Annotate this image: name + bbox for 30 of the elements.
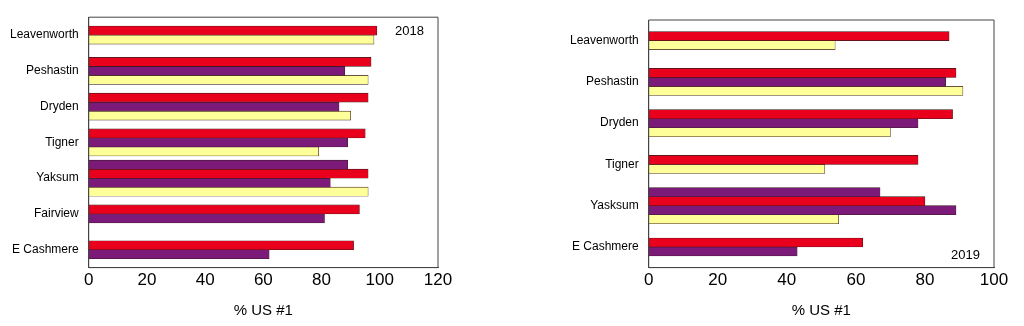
annotation: 2018 <box>395 23 424 39</box>
x-tick-label: 40 <box>195 270 215 290</box>
y-tick-label: Leavenworth <box>9 27 79 42</box>
y-tick-label: Peshastin <box>26 63 79 78</box>
y-tick-label: Fairview <box>34 206 80 221</box>
y-tick-label: Dryden <box>600 115 639 130</box>
x-tick-label: 60 <box>846 270 866 290</box>
x-tick-label: 40 <box>777 270 797 290</box>
y-tick-label: Tigner <box>45 134 79 149</box>
x-tick-label: 60 <box>253 270 273 290</box>
x-tick-label: 0 <box>643 270 654 290</box>
x-axis-title: % US #1 <box>791 301 851 319</box>
y-tick-label: Tigner <box>605 156 639 171</box>
x-tick-label: 80 <box>915 270 935 290</box>
x-axis-title: % US #1 <box>233 301 293 319</box>
y-tick-label: E Cashmere <box>572 239 640 254</box>
x-tick-label: 20 <box>708 270 728 290</box>
y-tick-label: Yasksum <box>590 198 639 213</box>
x-tick-label: 0 <box>83 270 94 290</box>
y-tick-label: Peshastin <box>586 74 639 89</box>
y-tick-label: Yaksum <box>36 170 79 185</box>
x-tick-label: 100 <box>365 270 394 290</box>
x-tick-label: 120 <box>423 270 453 290</box>
x-tick-label: 80 <box>312 270 332 290</box>
y-tick-label: E Cashmere <box>12 242 80 257</box>
x-tick-label: 100 <box>979 270 1009 290</box>
x-tick-label: 20 <box>137 270 157 290</box>
y-tick-label: Leavenworth <box>569 32 639 47</box>
annotation: 2019 <box>951 246 980 262</box>
y-tick-label: Dryden <box>40 98 79 113</box>
